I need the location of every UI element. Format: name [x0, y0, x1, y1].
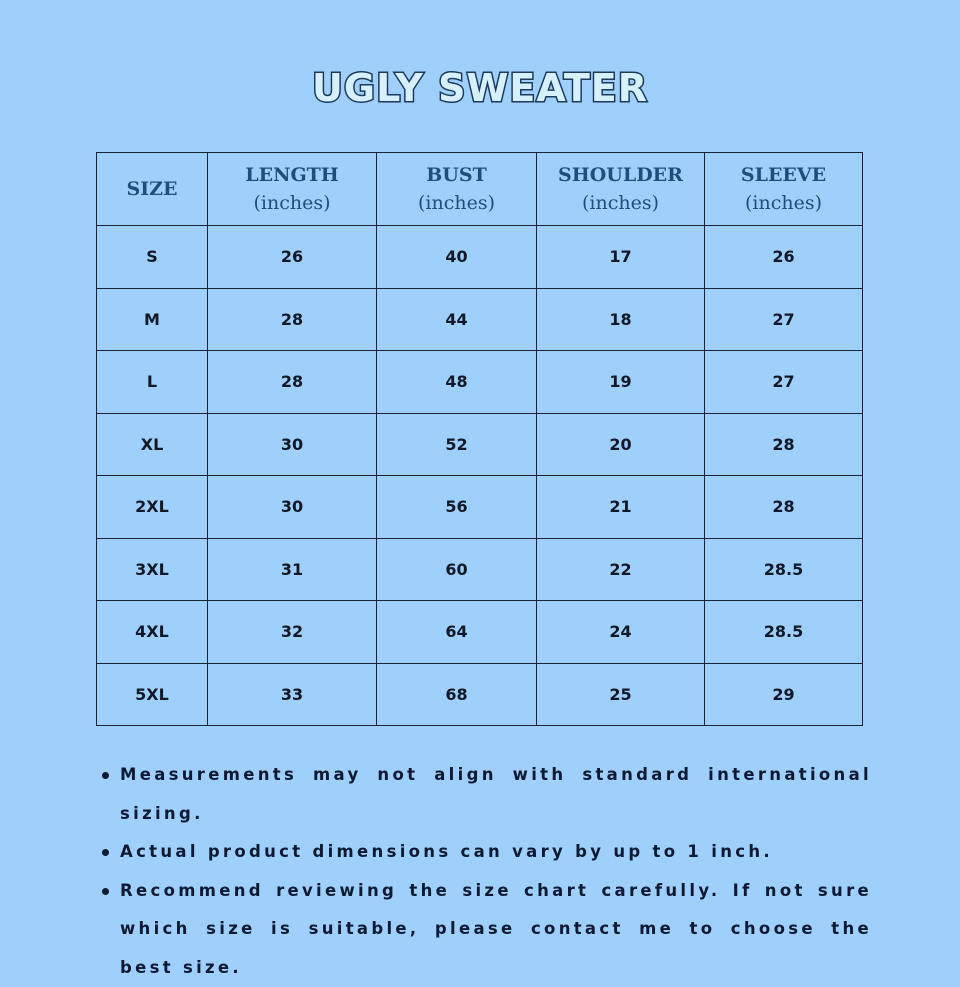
- note-item: Recommend reviewing the size chart caref…: [100, 872, 872, 987]
- size-cell: S: [97, 226, 208, 289]
- value-cell: 19: [537, 351, 705, 414]
- size-cell: 4XL: [97, 601, 208, 664]
- header-shoulder: SHOULDER (inches): [537, 153, 705, 226]
- note-item: Actual product dimensions can vary by up…: [100, 833, 872, 872]
- header-label: BUST: [426, 164, 487, 186]
- value-cell: 68: [377, 663, 537, 726]
- bullet-icon: [102, 888, 109, 895]
- note-text: Measurements may not align with standard…: [120, 765, 872, 823]
- value-cell: 26: [208, 226, 377, 289]
- value-cell: 28.5: [705, 601, 863, 664]
- bullet-icon: [102, 849, 109, 856]
- header-bust: BUST (inches): [377, 153, 537, 226]
- bullet-icon: [102, 772, 109, 779]
- value-cell: 31: [208, 538, 377, 601]
- header-unit: (inches): [745, 192, 822, 214]
- value-cell: 33: [208, 663, 377, 726]
- size-cell: M: [97, 288, 208, 351]
- value-cell: 27: [705, 351, 863, 414]
- value-cell: 27: [705, 288, 863, 351]
- value-cell: 28: [208, 288, 377, 351]
- table-header-row: SIZE LENGTH (inches) BUST (inches) SHOULDE…: [97, 153, 863, 226]
- value-cell: 40: [377, 226, 537, 289]
- value-cell: 48: [377, 351, 537, 414]
- header-unit: (inches): [253, 192, 330, 214]
- size-chart-table: SIZE LENGTH (inches) BUST (inches) SHOULDE…: [96, 152, 863, 726]
- notes-list: Measurements may not align with standard…: [100, 756, 872, 987]
- value-cell: 24: [537, 601, 705, 664]
- header-label: LENGTH: [245, 164, 339, 186]
- value-cell: 22: [537, 538, 705, 601]
- value-cell: 25: [537, 663, 705, 726]
- header-sleeve: SLEEVE (inches): [705, 153, 863, 226]
- size-cell: XL: [97, 413, 208, 476]
- value-cell: 18: [537, 288, 705, 351]
- note-item: Measurements may not align with standard…: [100, 756, 872, 833]
- header-size: SIZE: [97, 153, 208, 226]
- size-cell: 2XL: [97, 476, 208, 539]
- value-cell: 56: [377, 476, 537, 539]
- value-cell: 60: [377, 538, 537, 601]
- value-cell: 44: [377, 288, 537, 351]
- page-title: UGLY SWEATER: [0, 66, 960, 110]
- value-cell: 20: [537, 413, 705, 476]
- note-text: Recommend reviewing the size chart caref…: [120, 881, 872, 977]
- header-label: SLEEVE: [741, 164, 826, 186]
- header-length: LENGTH (inches): [208, 153, 377, 226]
- value-cell: 30: [208, 413, 377, 476]
- header-label: SHOULDER: [558, 164, 683, 186]
- note-text: Actual product dimensions can vary by up…: [120, 842, 773, 861]
- value-cell: 28: [705, 476, 863, 539]
- size-cell: 5XL: [97, 663, 208, 726]
- value-cell: 17: [537, 226, 705, 289]
- value-cell: 52: [377, 413, 537, 476]
- header-label: SIZE: [127, 178, 178, 200]
- value-cell: 28.5: [705, 538, 863, 601]
- value-cell: 28: [705, 413, 863, 476]
- value-cell: 21: [537, 476, 705, 539]
- header-unit: (inches): [582, 192, 659, 214]
- value-cell: 30: [208, 476, 377, 539]
- value-cell: 28: [208, 351, 377, 414]
- value-cell: 26: [705, 226, 863, 289]
- value-cell: 64: [377, 601, 537, 664]
- size-cell: L: [97, 351, 208, 414]
- value-cell: 29: [705, 663, 863, 726]
- value-cell: 32: [208, 601, 377, 664]
- header-unit: (inches): [418, 192, 495, 214]
- size-cell: 3XL: [97, 538, 208, 601]
